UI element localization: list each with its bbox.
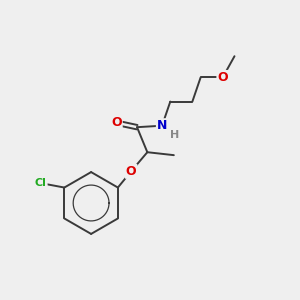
- Text: O: O: [126, 165, 136, 178]
- Text: O: O: [111, 116, 122, 129]
- Text: N: N: [157, 119, 167, 132]
- Text: H: H: [170, 130, 179, 140]
- Text: O: O: [218, 71, 228, 84]
- Text: Cl: Cl: [35, 178, 47, 188]
